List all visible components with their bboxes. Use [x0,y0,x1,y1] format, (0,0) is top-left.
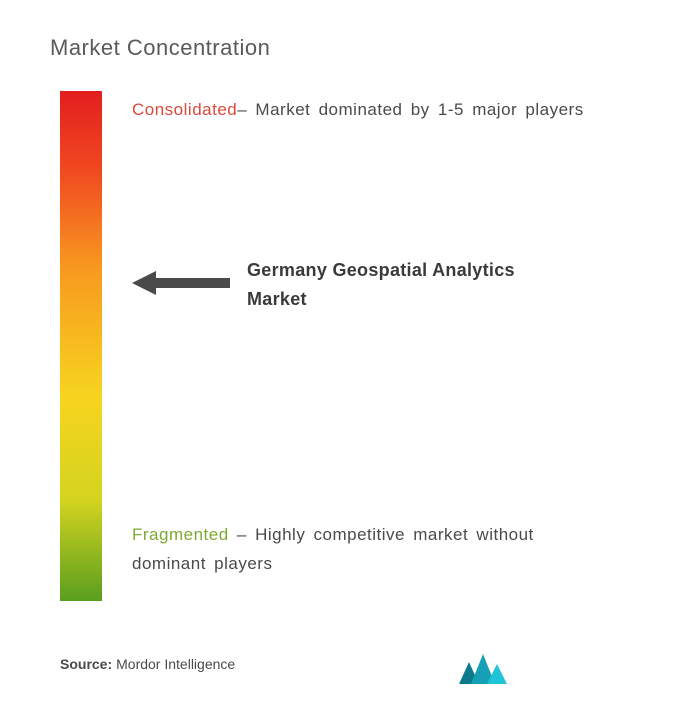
labels-area: Consolidated– Market dominated by 1-5 ma… [132,91,642,601]
mordor-logo-icon [459,654,507,684]
consolidated-text: – Market dominated by 1-5 major players [237,100,583,119]
source-value: Mordor Intelligence [116,656,235,672]
page-title: Market Concentration [50,35,642,61]
infographic-container: Market Concentration Consolidated– Marke… [0,0,692,720]
fragmented-keyword: Fragmented [132,525,229,544]
consolidated-label: Consolidated– Market dominated by 1-5 ma… [132,96,612,125]
source-label: Source: [60,656,112,672]
source-attribution: Source:Mordor Intelligence [60,656,235,672]
consolidated-keyword: Consolidated [132,100,237,119]
arrow-left-icon [132,269,232,297]
market-name-line1: Germany Geospatial Analytics [247,260,515,280]
market-name-label: Germany Geospatial Analytics Market [247,256,515,314]
content-area: Consolidated– Market dominated by 1-5 ma… [50,91,642,601]
concentration-gradient-bar [60,91,102,601]
market-name-line2: Market [247,289,307,309]
fragmented-label: Fragmented – Highly competitive market w… [132,521,612,579]
